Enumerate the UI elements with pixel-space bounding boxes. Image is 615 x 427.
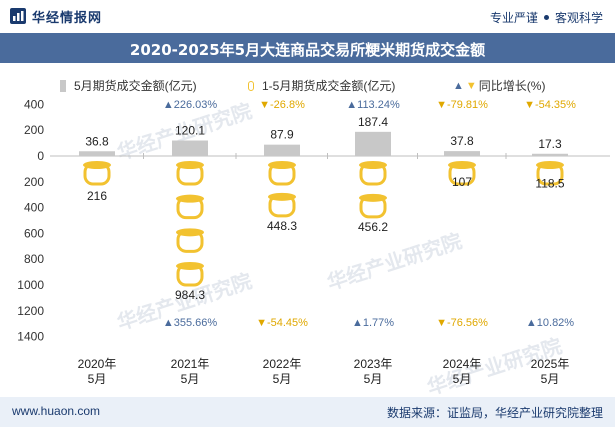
data-label-cumulative: 984.3 <box>175 288 205 302</box>
tagline-dot-icon <box>543 15 549 20</box>
y-tick-label: 400 <box>24 97 44 111</box>
coin-mark-cumulative <box>176 228 204 253</box>
legend-item-cumulative: 1-5月期货成交金额(亿元) <box>248 77 395 94</box>
data-label-cumulative: 216 <box>87 189 107 203</box>
yoy-monthly-label: ▲113.24% <box>346 99 400 111</box>
data-label-monthly: 120.1 <box>175 124 205 138</box>
bar-monthly <box>532 153 568 156</box>
yoy-monthly-label: ▼-26.8% <box>259 99 305 111</box>
bar-monthly <box>172 140 208 156</box>
bar-monthly <box>444 151 480 156</box>
x-tick-label: 5月 <box>364 372 383 386</box>
y-tick-label: 400 <box>24 201 44 215</box>
tagline: 专业严谨 客观科学 <box>490 9 603 26</box>
data-label-monthly: 87.9 <box>270 128 294 142</box>
footer: www.huaon.com 数据来源：证监局，华经产业研究院整理 <box>0 397 615 427</box>
chart-plot: 华经产业研究院华经产业研究院华经产业研究院华经产业研究院400200020040… <box>17 97 610 397</box>
y-tick-label: 1400 <box>17 330 44 344</box>
yoy-monthly-label: ▼-79.81% <box>436 99 488 111</box>
x-tick-label: 5月 <box>273 372 292 386</box>
yoy-cumulative-label: ▲355.66% <box>163 317 218 329</box>
legend-up-triangle-icon: ▲ <box>453 79 464 92</box>
coin-mark-cumulative <box>176 161 204 186</box>
y-tick-label: 600 <box>24 226 44 240</box>
data-label-monthly: 17.3 <box>538 137 562 151</box>
coin-mark-cumulative <box>83 161 111 186</box>
legend-down-triangle-icon: ▼ <box>465 79 477 92</box>
legend-coin-icon <box>248 80 254 91</box>
brand-name: 华经情报网 <box>32 9 103 25</box>
brand: 华经情报网 <box>10 7 102 25</box>
x-tick-label: 5月 <box>453 372 472 386</box>
coin-mark-cumulative <box>268 192 296 218</box>
tagline-left: 专业严谨 <box>489 11 538 25</box>
legend-item-monthly: 5月期货成交金额(亿元) <box>60 77 197 94</box>
tagline-right: 客观科学 <box>554 11 603 25</box>
legend-label-cumulative: 1-5月期货成交金额(亿元) <box>262 79 396 93</box>
coin-mark-cumulative <box>268 161 296 186</box>
x-tick-label: 2021年 <box>171 357 210 371</box>
yoy-monthly-label: ▲226.03% <box>163 99 218 111</box>
top-bar: 华经情报网 专业严谨 客观科学 <box>0 0 615 32</box>
data-label-monthly: 37.8 <box>450 134 474 148</box>
y-tick-label: 1200 <box>17 304 44 318</box>
y-tick-label: 1000 <box>17 278 44 292</box>
legend-bar-icon <box>60 79 66 92</box>
coin-mark-cumulative <box>176 261 204 287</box>
watermark: 华经产业研究院 <box>324 229 465 295</box>
coin-mark-cumulative <box>448 161 476 186</box>
data-label-cumulative: 448.3 <box>267 219 297 233</box>
chart-legend: 5月期货成交金额(亿元) 1-5月期货成交金额(亿元) ▲ ▼ 同比增长(%) <box>0 77 615 95</box>
yoy-monthly-label: ▼-54.35% <box>524 99 576 111</box>
bar-monthly <box>355 131 391 156</box>
yoy-cumulative-label: ▲10.82% <box>526 317 574 329</box>
yoy-cumulative-label: ▼-54.45% <box>256 317 308 329</box>
yoy-cumulative-label: ▲1.77% <box>352 317 394 329</box>
y-tick-label: 0 <box>37 149 44 163</box>
brand-logo-icon <box>10 8 26 24</box>
legend-item-yoy: ▲ ▼ 同比增长(%) <box>453 77 545 94</box>
bar-monthly <box>264 144 300 156</box>
coin-mark-cumulative <box>359 193 387 219</box>
x-tick-label: 2025年 <box>531 357 570 371</box>
data-label-cumulative: 118.5 <box>535 176 564 190</box>
footer-source: 数据来源：证监局，华经产业研究院整理 <box>386 406 603 420</box>
y-tick-label: 200 <box>24 123 44 137</box>
x-tick-label: 5月 <box>181 372 200 386</box>
yoy-cumulative-label: ▼-76.56% <box>436 317 488 329</box>
x-tick-label: 2020年 <box>78 357 117 371</box>
x-tick-label: 2022年 <box>263 357 302 371</box>
footer-url: www.huaon.com <box>12 404 101 418</box>
x-tick-label: 5月 <box>88 372 107 386</box>
x-tick-label: 2023年 <box>354 357 393 371</box>
y-tick-label: 200 <box>24 175 44 189</box>
data-label-cumulative: 456.2 <box>358 220 388 234</box>
data-label-monthly: 36.8 <box>85 134 109 148</box>
x-tick-label: 2024年 <box>443 357 482 371</box>
chart-title: 2020-2025年5月大连商品交易所粳米期货成交金额 <box>129 41 486 59</box>
legend-label-yoy: 同比增长(%) <box>478 79 546 93</box>
y-tick-label: 800 <box>24 252 44 266</box>
data-label-cumulative: 107 <box>452 175 472 189</box>
bar-monthly <box>79 151 115 156</box>
coin-mark-cumulative <box>536 161 564 186</box>
title-bar: 2020-2025年5月大连商品交易所粳米期货成交金额 <box>0 33 615 63</box>
data-label-monthly: 187.4 <box>358 115 388 129</box>
coin-mark-cumulative <box>359 161 387 186</box>
legend-label-monthly: 5月期货成交金额(亿元) <box>74 79 197 93</box>
x-tick-label: 5月 <box>541 372 560 386</box>
coin-mark-cumulative <box>176 194 204 220</box>
